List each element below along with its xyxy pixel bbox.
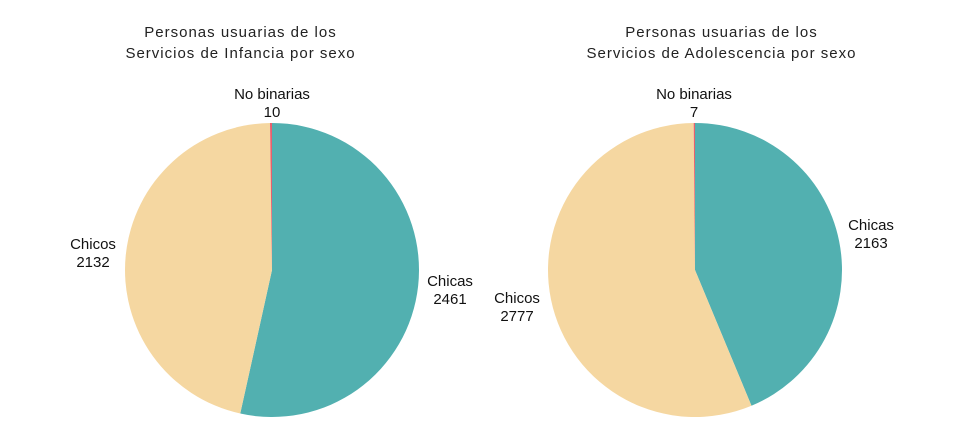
- chart-title: Personas usuarias de los Servicios de Ad…: [481, 22, 962, 64]
- pie-slice-chicos: [548, 123, 752, 418]
- slice-label-name: Chicas: [427, 273, 473, 290]
- slice-label-chicas: Chicas 2461: [420, 273, 480, 309]
- slice-label-chicos: Chicos 2777: [486, 290, 548, 326]
- chart-title-line: Servicios de Infancia por sexo: [125, 45, 356, 62]
- pie-slice-no-binarias: [693, 123, 695, 270]
- slice-label-name: Chicos: [70, 236, 116, 253]
- pie-svg: [125, 123, 420, 417]
- slice-label-name: No binarias: [656, 86, 732, 103]
- slice-label-value: 2163: [854, 235, 888, 252]
- pie-slice-chicas: [695, 123, 842, 406]
- chart-title-line: Servicios de Adolescencia por sexo: [586, 45, 857, 62]
- pie-slice-chicas: [240, 123, 420, 417]
- slice-label-name: No binarias: [234, 86, 310, 103]
- slice-label-chicas: Chicas 2163: [841, 217, 901, 253]
- pie-chart-infancia: Personas usuarias de los Servicios de In…: [0, 22, 481, 417]
- slice-label-name: Chicos: [494, 290, 540, 307]
- chart-title-line: Personas usuarias de los: [625, 24, 818, 41]
- chart-title-line: Personas usuarias de los: [144, 24, 337, 41]
- chart-title: Personas usuarias de los Servicios de In…: [0, 22, 481, 64]
- slice-label-name: Chicas: [848, 217, 894, 234]
- pie-slice-chicos: [125, 123, 272, 414]
- pie-slice-no-binarias: [269, 123, 272, 270]
- slice-label-no-binarias: No binarias 10: [222, 86, 322, 122]
- slice-label-value: 2777: [500, 308, 534, 325]
- slice-label-no-binarias: No binarias 7: [644, 86, 744, 122]
- slice-label-value: 10: [263, 104, 281, 121]
- slice-label-value: 2461: [433, 291, 467, 308]
- pie-svg: [548, 123, 842, 418]
- slice-label-chicos: Chicos 2132: [62, 236, 124, 272]
- slice-label-value: 2132: [76, 254, 110, 271]
- slice-label-value: 7: [689, 104, 699, 121]
- pie-chart-adolescencia: Personas usuarias de los Servicios de Ad…: [481, 0, 962, 437]
